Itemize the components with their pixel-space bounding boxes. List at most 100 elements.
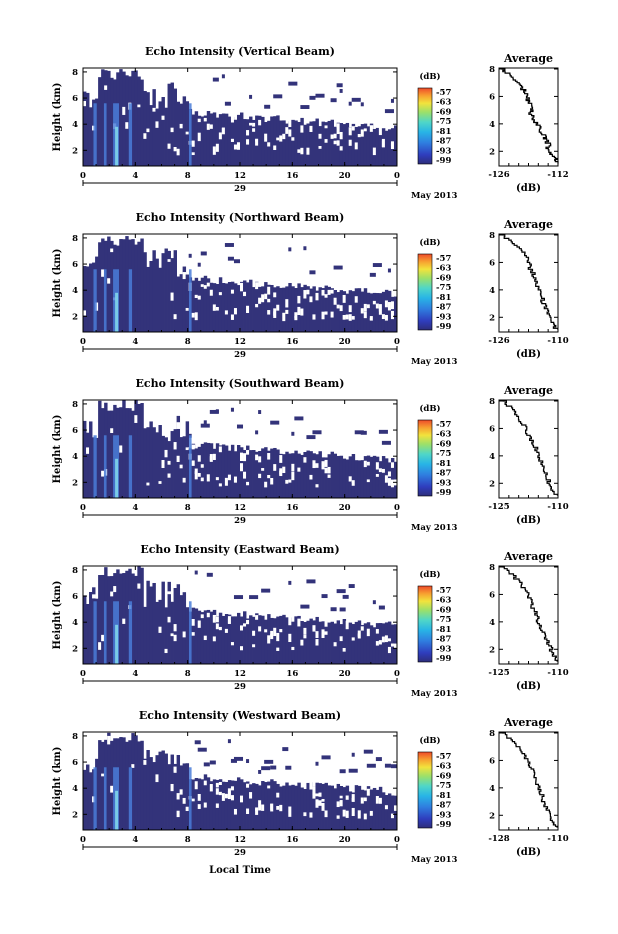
echo-cell [152,582,156,664]
colorbar-tick-label: -93 [436,810,451,820]
profile-y-tick-label: 2 [489,479,495,489]
echo-gap [390,301,395,310]
colorbar-tick-label: -93 [436,312,451,322]
echo-cell [369,293,374,332]
echo-gap [285,479,289,484]
echo-gap [92,594,96,599]
profile-y-tick-label: 8 [489,397,495,407]
echo-gap [375,796,380,804]
echo-gap [372,300,377,305]
echo-gap [318,800,322,806]
echo-cell [140,403,144,498]
echo-gap [261,298,265,303]
echo-gap [240,625,244,631]
echo-cell [312,453,316,498]
echo-cell [354,621,359,664]
echo-gap [185,307,190,311]
echo-gap [161,115,165,120]
rain-core [115,458,119,498]
echo-gap [291,463,295,472]
echo-cell [303,452,307,498]
echo-cell [158,751,162,830]
echo-gap [167,143,171,149]
echo-cell [294,416,304,421]
echo-cell [203,774,208,830]
x-tick-label: 0 [394,503,400,513]
echo-cell [110,240,114,332]
echo-gap [297,295,301,304]
echo-cell [363,456,368,498]
echo-cell [372,128,377,166]
echo-gap [369,125,374,132]
echo-cell [146,266,150,332]
colorbar-tick-label: -81 [436,625,451,635]
echo-gap [182,272,187,280]
rain-streak [103,601,107,664]
echo-gap [267,635,271,644]
echo-gap [330,289,334,294]
echo-cell [264,619,268,664]
echo-gap [194,781,199,790]
echo-cell [194,570,198,575]
echo-gap [321,798,325,802]
echo-cell [240,447,244,498]
echo-cell [209,409,219,414]
echo-cell [125,408,129,498]
echo-gap [197,118,202,123]
x-axis-label: Local Time [209,865,271,876]
colorbar-tick-label: -75 [436,117,451,127]
echo-gap [161,460,165,468]
echo-cell [384,289,389,332]
echo-gap [182,797,187,804]
echo-gap [282,133,286,140]
month-label: May 2013 [411,855,458,865]
y-tick-label: 8 [72,234,78,244]
echo-cell [122,737,126,830]
profile-y-tick-label: 4 [489,120,495,130]
echo-cell [224,101,231,106]
echo-gap [170,127,174,133]
echo-cell [303,621,307,664]
date-label: 29 [234,682,246,692]
echo-gap [167,460,171,465]
echo-cell [282,454,286,498]
echo-gap [324,467,328,474]
echo-cell [236,612,241,664]
echo-gap [285,127,289,134]
echo-gap [363,311,368,319]
echo-cell [360,102,364,107]
echo-cell [264,282,268,332]
echo-gap [110,591,114,597]
echo-cell [107,732,111,830]
profile-x-axis-label: (dB) [516,681,541,692]
echo-gap [155,121,159,128]
echo-gap [276,792,280,798]
echo-cell [330,621,334,664]
y-tick-label: 8 [72,566,78,576]
echo-gap [246,808,250,814]
colorbar-tick-label: -81 [436,459,451,469]
echo-cell [86,92,90,166]
echo-gap [230,786,235,791]
echo-gap [194,294,199,298]
echo-gap [273,145,277,150]
echo-cell [339,607,346,612]
echo-gap [390,311,395,320]
echo-cell [372,627,377,664]
echo-cell [285,765,292,770]
echo-gap [83,310,87,316]
echo-gap [360,626,365,631]
echo-gap [191,444,196,450]
echo-gap [240,795,244,803]
echo-gap [336,801,341,808]
echo-cell [273,618,277,664]
echo-cell [336,292,341,332]
colorbar-tick-label: -99 [436,654,451,664]
x-tick-label: 8 [185,171,191,181]
echo-gap [288,810,292,817]
echo-cell [191,607,196,664]
echo-cell [137,566,141,664]
month-label: May 2013 [411,191,458,201]
echo-gap [206,282,211,287]
echo-cell [206,572,213,577]
